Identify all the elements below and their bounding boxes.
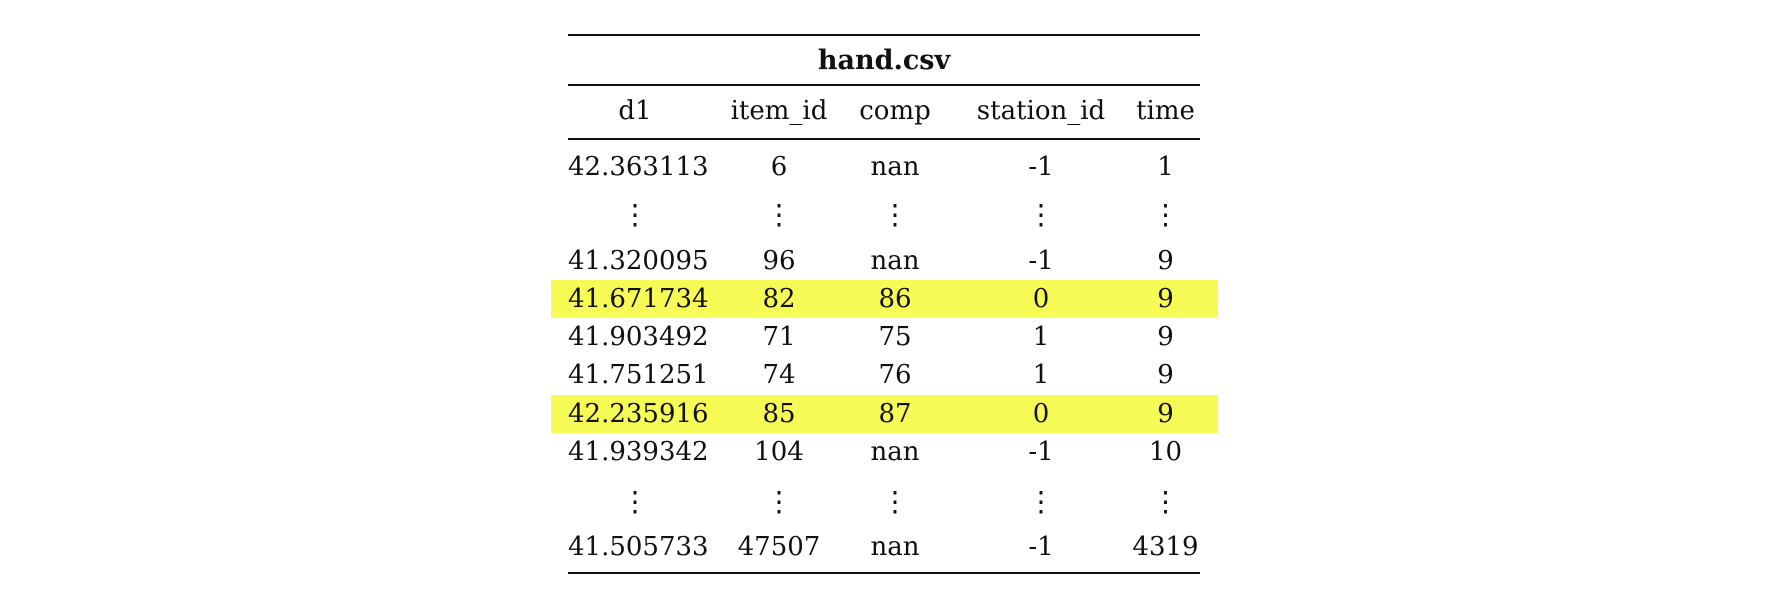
table-cell: 41.505733 — [568, 532, 709, 562]
table-cell: 10 — [1148, 437, 1183, 467]
table-cell: -1 — [1028, 246, 1054, 276]
table-cell: -1 — [1028, 532, 1054, 562]
column-header-comp: comp — [859, 96, 931, 126]
table-cell: 9 — [1157, 284, 1174, 314]
vertical-ellipsis: ⋮ — [1151, 485, 1180, 518]
table-cell: 104 — [754, 437, 804, 467]
table-header-row: d1 item_id comp station_id time — [551, 92, 1218, 130]
highlighted-table-row: 41.671734 82 86 0 9 — [551, 280, 1218, 318]
ellipsis-row: ⋮ ⋮ ⋮ ⋮ ⋮ — [551, 483, 1218, 521]
table-cell: 75 — [878, 322, 912, 352]
vertical-ellipsis: ⋮ — [621, 198, 649, 231]
vertical-ellipsis: ⋮ — [1151, 198, 1180, 231]
table-cell: 71 — [762, 322, 796, 352]
csv-table: hand.csv d1 item_id comp station_id time… — [551, 0, 1228, 608]
table-cell: 0 — [1032, 284, 1050, 314]
table-cell: 1 — [1157, 152, 1174, 182]
table-top-rule — [568, 34, 1200, 36]
table-cell: nan — [870, 437, 920, 467]
highlighted-table-row: 42.235916 85 87 0 9 — [551, 395, 1218, 433]
table-cell: 41.671734 — [568, 284, 709, 314]
vertical-ellipsis: ⋮ — [881, 198, 909, 231]
table-cell: 9 — [1157, 322, 1174, 352]
table-row: 41.751251 74 76 1 9 — [551, 356, 1218, 394]
table-title-rule — [568, 84, 1200, 86]
vertical-ellipsis: ⋮ — [621, 485, 649, 518]
vertical-ellipsis: ⋮ — [765, 485, 793, 518]
table-cell: 96 — [762, 246, 796, 276]
vertical-ellipsis: ⋮ — [1027, 485, 1055, 518]
table-cell: nan — [870, 152, 920, 182]
table-cell: 4319 — [1132, 532, 1199, 562]
table-cell: 42.235916 — [568, 399, 709, 429]
table-row: 41.903492 71 75 1 9 — [551, 318, 1218, 356]
table-cell: 85 — [762, 399, 796, 429]
table-cell: 9 — [1157, 399, 1174, 429]
column-header-time: time — [1136, 96, 1195, 126]
table-cell: 82 — [762, 284, 796, 314]
table-cell: 86 — [878, 284, 912, 314]
table-cell: -1 — [1028, 437, 1054, 467]
table-cell: 9 — [1157, 360, 1174, 390]
table-header-rule — [568, 138, 1200, 140]
table-cell: 87 — [878, 399, 912, 429]
column-header-d1: d1 — [618, 96, 652, 126]
table-cell: 1 — [1032, 322, 1050, 352]
table-bottom-rule — [568, 572, 1200, 574]
table-cell: 76 — [878, 360, 912, 390]
table-cell: nan — [870, 246, 920, 276]
table-cell: 6 — [770, 152, 788, 182]
vertical-ellipsis: ⋮ — [765, 198, 793, 231]
table-cell: 1 — [1032, 360, 1050, 390]
table-title: hand.csv — [817, 45, 951, 76]
table-cell: 41.903492 — [568, 322, 709, 352]
table-row: 41.505733 47507 nan -1 4319 — [551, 528, 1218, 566]
table-cell: -1 — [1028, 152, 1054, 182]
table-cell: 0 — [1032, 399, 1050, 429]
table-row: 41.939342 104 nan -1 10 — [551, 433, 1218, 471]
table-cell: 41.320095 — [568, 246, 709, 276]
vertical-ellipsis: ⋮ — [881, 485, 909, 518]
table-row: 41.320095 96 nan -1 9 — [551, 242, 1218, 280]
table-cell: 9 — [1157, 246, 1174, 276]
column-header-item-id: item_id — [730, 96, 828, 126]
table-cell: 41.939342 — [568, 437, 709, 467]
table-cell: 47507 — [737, 532, 821, 562]
table-cell: nan — [870, 532, 920, 562]
table-cell: 74 — [762, 360, 796, 390]
table-row: 42.363113 6 nan -1 1 — [551, 148, 1218, 186]
column-header-station-id: station_id — [976, 96, 1106, 126]
vertical-ellipsis: ⋮ — [1027, 198, 1055, 231]
table-cell: 42.363113 — [568, 152, 709, 182]
table-cell: 41.751251 — [568, 360, 709, 390]
ellipsis-row: ⋮ ⋮ ⋮ ⋮ ⋮ — [551, 196, 1218, 234]
